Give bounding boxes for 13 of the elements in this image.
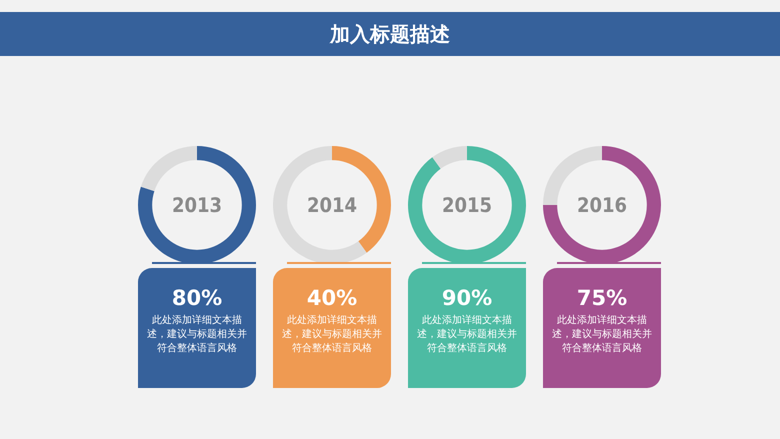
text: 此处添加详细文本描述，建议与标题相关并符合整体语言风格 (416, 314, 518, 356)
text: 2016 (576, 193, 628, 218)
text: 90% (440, 286, 494, 310)
text: 2013 (172, 193, 222, 218)
text: 加入标题描述 (0, 12, 780, 56)
text: 80% (170, 286, 224, 310)
text: 此处添加详细文本描述，建议与标题相关并符合整体语言风格 (146, 314, 248, 356)
text: 此处添加详细文本描述，建议与标题相关并符合整体语言风格 (281, 314, 383, 356)
text: 40% (306, 286, 358, 310)
text: 2015 (442, 193, 492, 218)
text: 75% (576, 286, 628, 310)
text: 此处添加详细文本描述，建议与标题相关并符合整体语言风格 (551, 314, 653, 356)
text: 2014 (306, 193, 358, 218)
